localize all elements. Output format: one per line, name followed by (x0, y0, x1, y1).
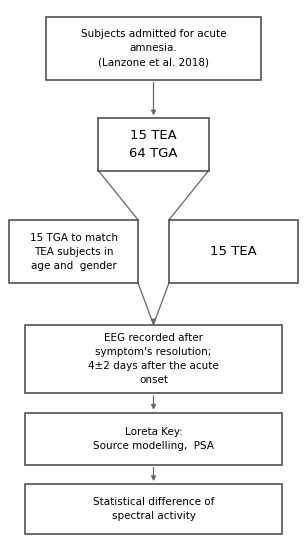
Text: Subjects admitted for acute
amnesia.
(Lanzone et al. 2018): Subjects admitted for acute amnesia. (La… (81, 29, 226, 67)
Text: 15 TEA: 15 TEA (210, 245, 257, 258)
FancyBboxPatch shape (9, 220, 138, 283)
FancyBboxPatch shape (25, 324, 282, 393)
Text: EEG recorded after
symptom's resolution;
4±2 days after the acute
onset: EEG recorded after symptom's resolution;… (88, 333, 219, 385)
FancyBboxPatch shape (46, 16, 261, 80)
Text: Statistical difference of
spectral activity: Statistical difference of spectral activ… (93, 497, 214, 521)
Text: 15 TGA to match
TEA subjects in
age and  gender: 15 TGA to match TEA subjects in age and … (30, 233, 118, 271)
Text: Loreta Key:
Source modelling,  PSA: Loreta Key: Source modelling, PSA (93, 427, 214, 450)
FancyBboxPatch shape (25, 412, 282, 465)
FancyBboxPatch shape (169, 220, 298, 283)
FancyBboxPatch shape (98, 118, 209, 170)
FancyBboxPatch shape (25, 484, 282, 534)
Text: 15 TEA
64 TGA: 15 TEA 64 TGA (129, 129, 178, 160)
